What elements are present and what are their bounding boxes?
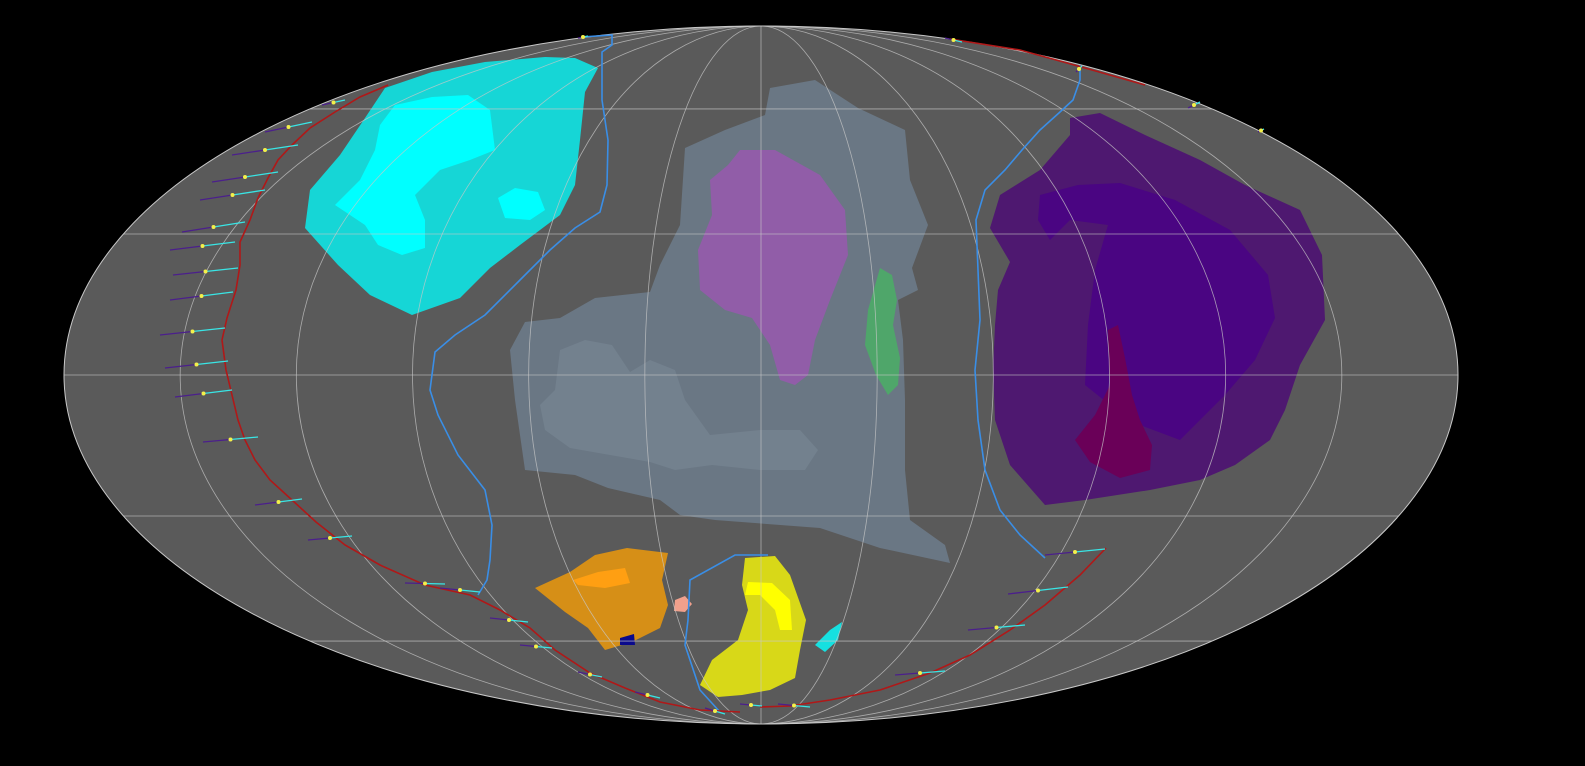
landmass-green-sliver (865, 268, 900, 395)
landmass-cyan-core-spot (498, 188, 545, 220)
plate-boundary-line (684, 554, 768, 713)
velocity-vector (404, 581, 446, 586)
graticule-meridian (760, 25, 994, 725)
graticule-meridian (528, 25, 762, 725)
landmass-salmon-fragment (674, 596, 692, 612)
velocity-vector (777, 703, 811, 708)
velocity-vector (967, 624, 1026, 631)
velocity-vector (894, 670, 946, 676)
landmass-cyan-core (335, 95, 495, 255)
velocity-vector (739, 703, 763, 707)
subduction-zone-line (759, 547, 1107, 708)
velocity-vector (519, 644, 553, 649)
velocity-vector (231, 144, 299, 156)
velocity-vector (1187, 101, 1201, 109)
velocity-vectors (159, 35, 1265, 715)
velocity-vector (1044, 548, 1106, 556)
velocity-vector (704, 707, 726, 715)
landmass-yellow-core (745, 582, 792, 630)
velocity-vector (169, 291, 234, 301)
velocity-vector (174, 389, 233, 398)
plate-boundary-line (429, 34, 613, 596)
graticule-meridian (179, 25, 762, 725)
subduction-zone-line (949, 38, 1146, 86)
subduction-zones (221, 38, 1146, 713)
plate-boundary-line (974, 65, 1081, 559)
landmass-indigo-core (1038, 183, 1275, 440)
velocity-vector (199, 189, 266, 201)
velocity-vector (169, 241, 236, 251)
velocity-vector (211, 171, 279, 183)
landmass-violet-block (698, 150, 848, 385)
velocity-vector (489, 617, 529, 623)
velocity-vector (1257, 128, 1265, 133)
graticule-meridian (295, 25, 762, 725)
landmass-cyan-craton (305, 57, 598, 315)
graticule-meridian (760, 25, 1343, 725)
velocity-vector (264, 121, 313, 133)
landmass-orange-core (573, 568, 630, 588)
velocity-vector (439, 587, 481, 593)
velocity-vector (577, 35, 589, 39)
velocity-vector (159, 327, 226, 336)
landmass-magenta-block (1075, 325, 1152, 478)
landmass-orange-block (535, 548, 668, 650)
velocity-vector (172, 267, 239, 276)
graticule-meridian (644, 25, 762, 725)
graticule-meridian (760, 25, 1227, 725)
velocity-vector (254, 498, 303, 506)
landmasses (305, 57, 1325, 697)
velocity-vector (181, 221, 246, 233)
velocity-vector (307, 535, 353, 541)
graticule (64, 25, 1458, 725)
velocity-vector (321, 99, 346, 106)
velocity-vector (202, 436, 259, 443)
velocity-vector (634, 691, 661, 699)
velocity-vector (1007, 586, 1069, 595)
subduction-zone-line (221, 84, 741, 713)
velocity-vector (577, 671, 603, 678)
landmass-grey-core (540, 340, 818, 470)
graticule-meridian (760, 25, 1110, 725)
velocity-vector (164, 360, 229, 369)
landmass-navy-fragment (620, 634, 635, 645)
graticule-meridian (412, 25, 762, 725)
plate-boundaries (429, 34, 1081, 713)
velocity-vector (944, 37, 963, 43)
velocity-vector (1075, 65, 1083, 73)
landmass-cyan-fragment (815, 622, 842, 652)
graticule-meridian (760, 25, 878, 725)
